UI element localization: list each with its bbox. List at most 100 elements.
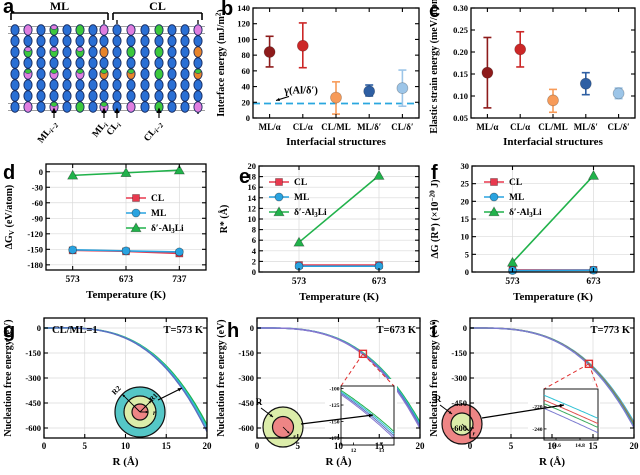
x-category-label: 673 xyxy=(586,277,601,287)
text-part: -220 xyxy=(532,405,542,411)
text-part: 673 xyxy=(119,275,134,285)
atom xyxy=(154,46,164,58)
x-axis-label: R (Å) xyxy=(326,456,352,468)
arrow-head xyxy=(148,400,152,404)
zoom-connector xyxy=(543,363,590,390)
inset-curve xyxy=(340,392,395,437)
data-point xyxy=(396,82,409,94)
text-part: Interfacial structures xyxy=(503,136,603,148)
text-part: δ′-Al xyxy=(509,208,530,218)
atom xyxy=(23,101,33,113)
text-part: 737 xyxy=(172,275,187,285)
legend-label: ML xyxy=(509,193,524,203)
atom xyxy=(126,46,136,58)
layer-label: CLi xyxy=(105,120,123,139)
text-part: Nucleation free energy (eV) xyxy=(429,319,440,436)
atom xyxy=(112,57,122,69)
atom xyxy=(10,90,20,102)
data-point xyxy=(587,169,600,180)
y-tick-label: 0.25 xyxy=(453,25,468,35)
atom xyxy=(10,57,20,69)
atom xyxy=(167,57,177,69)
y-tick-label: -60 xyxy=(32,198,43,208)
atom xyxy=(49,79,59,91)
y-axis-label: Elastic strain energy (meV/atom) xyxy=(429,0,440,134)
atom xyxy=(49,35,59,47)
inset-curve xyxy=(543,394,599,419)
text-part: 16 xyxy=(248,182,257,192)
atom xyxy=(75,24,85,36)
text-part: CL/ML=1 xyxy=(52,325,98,336)
y-tick-label: 14 xyxy=(248,193,257,203)
panel-e-letter: e xyxy=(239,166,251,188)
arrow-head xyxy=(177,388,182,392)
text-part: Interface energy (mJ/m xyxy=(216,16,227,117)
atom xyxy=(36,46,46,58)
x-category-label: CL/δ′ xyxy=(391,122,413,132)
text-part: -300 xyxy=(451,373,467,383)
text-part: i−2 xyxy=(154,122,166,134)
inset-curve xyxy=(543,399,599,425)
text-part: 20 xyxy=(461,196,470,206)
panel-f: f 0 5 10 15 20 25 30 573 673 Temperature (K) ΔG (R… xyxy=(426,158,640,312)
y-tick-label: 5 xyxy=(465,249,469,259)
atom xyxy=(154,57,164,69)
text-part: -180 xyxy=(27,260,43,270)
atom xyxy=(112,68,122,80)
atom xyxy=(140,79,150,91)
atom xyxy=(154,35,164,47)
atom xyxy=(75,90,85,102)
ring-label: R2 xyxy=(110,384,123,397)
text-part: 0 xyxy=(37,323,41,333)
data-point xyxy=(363,85,376,98)
text-part: 0 xyxy=(463,323,467,333)
legend-label: CL xyxy=(151,194,164,204)
atom xyxy=(49,90,59,102)
text-part: -150 xyxy=(451,348,467,358)
atom xyxy=(140,35,150,47)
x-axis-label: Temperature (K) xyxy=(86,289,166,301)
reference-line-label: γ(Al/δ′) xyxy=(283,85,318,96)
annotation-right: T=573 K xyxy=(163,325,203,336)
text-part: (eV/atom) xyxy=(4,185,15,230)
text-part: ΔG xyxy=(4,235,15,249)
atom xyxy=(10,101,20,113)
x-category-label: 573 xyxy=(292,277,307,287)
atom xyxy=(10,35,20,47)
atom xyxy=(112,46,122,58)
atom xyxy=(193,35,203,47)
x-tick-label: 5 xyxy=(509,441,514,451)
atom-cap xyxy=(100,68,108,74)
text-part: 673 xyxy=(372,277,387,287)
atom xyxy=(180,24,190,36)
text-part: 2 xyxy=(252,256,256,266)
text-part: R* (Å) xyxy=(218,205,230,234)
data-point xyxy=(173,164,185,175)
atom xyxy=(99,57,109,69)
text-part: -120 xyxy=(27,229,43,239)
y-tick-label: 10 xyxy=(461,232,470,242)
text-part: 80 xyxy=(242,50,251,60)
text-part: δ′-Al xyxy=(151,224,172,234)
y-tick-label: 20 xyxy=(248,161,257,171)
text-part: 15 xyxy=(589,441,599,451)
text-part: 20 xyxy=(416,441,426,451)
legend-label: CL xyxy=(509,178,522,188)
atom xyxy=(193,46,203,58)
text-part: 5 xyxy=(83,441,88,451)
y-tick-label: -30 xyxy=(32,182,43,192)
panel-f-chart: 0 5 10 15 20 25 30 573 673 Temperature (K) ΔG (R*)… xyxy=(429,161,635,303)
pointer-arrow xyxy=(481,404,565,419)
legend-marker xyxy=(131,208,141,218)
x-category-label: ML/δ′ xyxy=(357,122,381,132)
x-tick-label: 10 xyxy=(121,441,131,451)
panel-e: e 0 2 4 6 8 10 12 14 16 18 20 573 673 Temperature (K)… xyxy=(213,158,426,312)
panel-a-letter: a xyxy=(3,0,15,18)
y-tick-label: 8 xyxy=(252,225,256,235)
pointer-arrow xyxy=(300,414,374,425)
inset-y-tick-label: -240 xyxy=(532,427,542,433)
text-part: 20 xyxy=(248,161,257,171)
atom xyxy=(167,46,177,58)
text-part: CL xyxy=(509,178,522,188)
